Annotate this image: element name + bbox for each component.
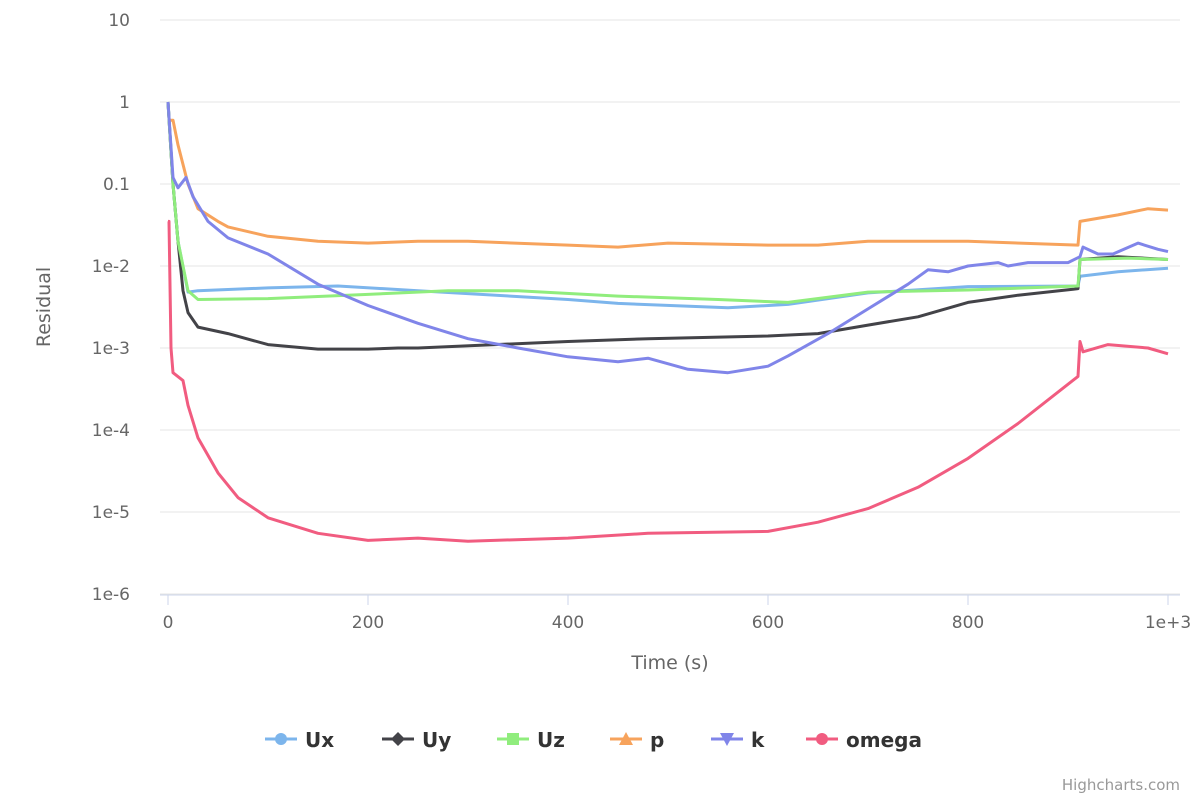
x-tick-label: 600 bbox=[752, 613, 784, 633]
y-tick-label: 1e-4 bbox=[92, 421, 130, 441]
legend-label: Uz bbox=[537, 728, 565, 752]
legend-item-omega[interactable]: omega bbox=[806, 728, 922, 752]
legend-label: omega bbox=[846, 728, 922, 752]
y-axis-ticks: 10 1 0.1 1e-2 1e-3 1e-4 1e-5 1e-6 bbox=[92, 11, 130, 605]
series-line-uy[interactable] bbox=[166, 101, 1169, 351]
legend: Ux Uy Uz p k omega bbox=[265, 728, 922, 752]
x-tick-label: 1e+3 bbox=[1145, 613, 1191, 633]
series-line-k[interactable] bbox=[166, 101, 1169, 375]
series-line-uz[interactable] bbox=[166, 101, 1169, 304]
y-tick-label: 1 bbox=[119, 93, 130, 113]
y-tick-label: 1e-6 bbox=[92, 585, 130, 605]
series-group bbox=[166, 101, 1169, 543]
legend-item-p[interactable]: p bbox=[610, 728, 664, 752]
y-tick-label: 10 bbox=[108, 11, 130, 31]
legend-label: p bbox=[650, 728, 664, 752]
x-tick-label: 800 bbox=[952, 613, 984, 633]
grid bbox=[160, 19, 1180, 595]
y-tick-label: 1e-5 bbox=[92, 503, 130, 523]
x-tick-label: 200 bbox=[352, 613, 384, 633]
legend-item-k[interactable]: k bbox=[711, 728, 765, 752]
credits-link[interactable]: Highcharts.com bbox=[1062, 776, 1180, 794]
y-tick-label: 0.1 bbox=[103, 175, 130, 195]
legend-circle-icon bbox=[816, 733, 828, 745]
x-axis-ticks: 0 200 400 600 800 1e+3 bbox=[163, 595, 1191, 633]
legend-square-icon bbox=[507, 733, 519, 745]
series-line-ux[interactable] bbox=[166, 101, 1169, 310]
legend-label: Uy bbox=[422, 728, 451, 752]
legend-circle-icon bbox=[275, 733, 287, 745]
legend-item-ux[interactable]: Ux bbox=[265, 728, 334, 752]
legend-diamond-icon bbox=[391, 732, 405, 746]
y-axis-title: Residual bbox=[33, 267, 55, 347]
legend-item-uz[interactable]: Uz bbox=[497, 728, 565, 752]
legend-label: k bbox=[751, 728, 765, 752]
y-tick-label: 1e-3 bbox=[92, 339, 130, 359]
x-tick-label: 400 bbox=[552, 613, 584, 633]
legend-item-uy[interactable]: Uy bbox=[382, 728, 451, 752]
y-tick-label: 1e-2 bbox=[92, 257, 130, 277]
legend-triangle-icon bbox=[619, 732, 633, 745]
x-axis-title: Time (s) bbox=[630, 652, 708, 674]
x-tick-label: 0 bbox=[163, 613, 174, 633]
legend-triangle-down-icon bbox=[720, 733, 734, 746]
series-line-omega[interactable] bbox=[167, 219, 1169, 543]
legend-label: Ux bbox=[305, 728, 334, 752]
